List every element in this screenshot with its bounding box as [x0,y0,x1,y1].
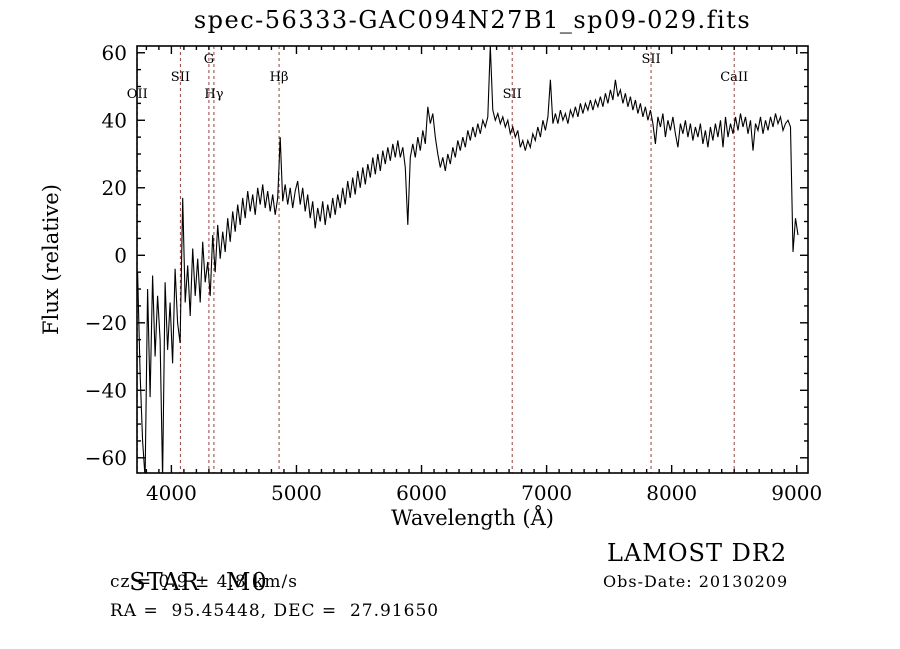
x-tick-label: 4000 [146,481,197,505]
x-tick-label: 7000 [521,481,572,505]
y-tick-label: 0 [114,243,127,267]
y-tick-label: −40 [85,378,127,402]
obs-date-line: Obs-Date: 20130209 [603,572,789,591]
x-tick-label: 9000 [771,481,822,505]
spectral-line-label: CaII [720,70,748,85]
object-subclass: M0 [225,568,268,596]
x-tick-label: 5000 [271,481,322,505]
survey-label: LAMOST DR2 [607,539,788,567]
spectral-line-label: Hγ [204,87,223,102]
y-tick-label: 20 [102,176,127,200]
classification-line: STAR M0 [112,540,268,596]
x-tick-label: 8000 [646,481,697,505]
spectral-line-label: G [204,52,214,67]
y-tick-label: 60 [102,41,127,65]
spectral-line-label: SII [641,52,660,67]
y-tick-label: −20 [85,311,127,335]
spectral-line-label: SII [503,87,522,102]
spectral-line-label: SII [171,70,190,85]
spectral-line-label: Hβ [270,70,289,85]
x-axis-title: Wavelength (Å) [391,505,554,530]
plot-border [136,45,809,474]
y-tick-label: −60 [85,446,127,470]
y-axis-title: Flux (relative) [39,184,63,335]
spectrum-trace [137,46,799,473]
object-class: STAR [129,568,200,596]
plot-title: spec-56333-GAC094N27B1_sp09-029.fits [193,6,752,34]
x-tick-label: 6000 [396,481,447,505]
ra-dec-line: RA = 95.45448, DEC = 27.91650 [110,601,440,621]
cz-velocity-line: cz = 0.9 ± 4.8 km/s [110,572,298,592]
y-tick-label: 40 [102,108,127,132]
